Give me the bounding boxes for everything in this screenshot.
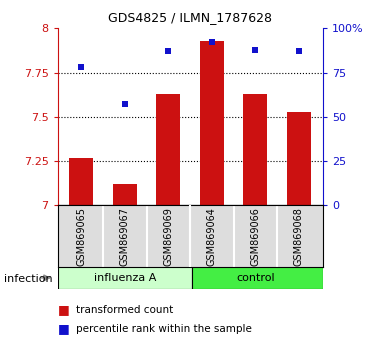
Bar (157, 94, 180, 205)
Text: GSM869066: GSM869066 (250, 207, 260, 266)
Text: GSM869065: GSM869065 (76, 207, 86, 266)
Title: GDS4825 / ILMN_1787628: GDS4825 / ILMN_1787628 (108, 11, 272, 24)
Text: percentile rank within the sample: percentile rank within the sample (76, 324, 252, 333)
Bar (69, 158, 93, 205)
Text: GSM869064: GSM869064 (207, 207, 217, 266)
Text: transformed count: transformed count (76, 305, 173, 315)
Text: ■: ■ (58, 303, 69, 316)
Text: control: control (236, 273, 275, 283)
Bar (287, 112, 311, 205)
Text: influenza A: influenza A (94, 273, 156, 283)
Bar (200, 41, 224, 205)
Bar (192, 267, 323, 289)
Text: GSM869067: GSM869067 (120, 207, 130, 266)
Bar (243, 94, 267, 205)
Text: GSM869068: GSM869068 (294, 207, 304, 266)
Bar (113, 184, 137, 205)
Text: ■: ■ (58, 322, 69, 335)
Text: infection: infection (4, 274, 52, 284)
Bar (58, 267, 192, 289)
Text: GSM869069: GSM869069 (163, 207, 173, 266)
